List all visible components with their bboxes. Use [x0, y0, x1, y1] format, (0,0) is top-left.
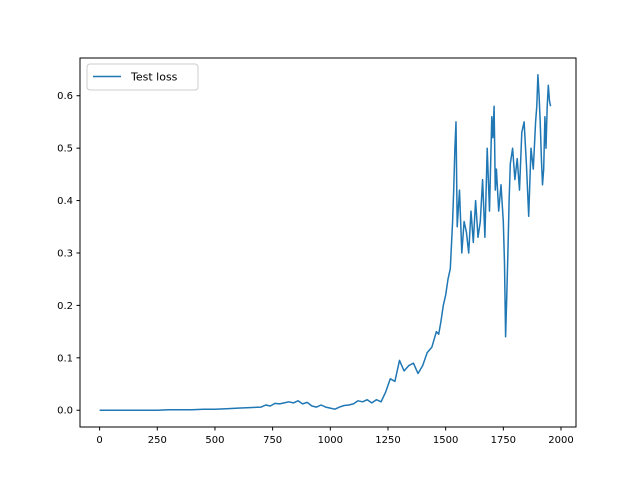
axes-frame: [79, 57, 577, 428]
y-tick-label: 0.0: [57, 406, 73, 417]
y-tick-label: 0.3: [57, 248, 73, 259]
legend-label: Test loss: [130, 71, 178, 84]
y-axis: 0.0 0.1 0.2 0.3 0.4 0.5 0.6: [57, 91, 80, 417]
x-axis: 0 250 500 750 1000 1250 1500 1750 2000: [96, 427, 574, 446]
x-tick-label: 250: [148, 435, 167, 446]
x-tick-label: 1000: [318, 435, 343, 446]
x-tick-label: 0: [96, 435, 102, 446]
y-tick-label: 0.5: [57, 144, 73, 155]
x-tick-label: 1250: [375, 435, 400, 446]
legend-box: [86, 63, 199, 91]
series-line-test-loss: [99, 74, 552, 411]
x-tick-label: 500: [205, 435, 224, 446]
y-tick-label: 0.2: [57, 301, 73, 312]
x-tick-label: 2000: [548, 435, 573, 446]
x-tick-label: 1750: [491, 435, 516, 446]
series-layer: [99, 74, 552, 411]
x-tick-label: 1500: [433, 435, 458, 446]
y-tick-label: 0.1: [57, 353, 73, 364]
x-tick-label: 750: [263, 435, 282, 446]
plot-area: 0 250 500 750 1000 1250 1500 1750 2000 0.0 0.1 0.2…: [57, 57, 577, 446]
y-tick-label: 0.6: [57, 91, 73, 102]
y-tick-label: 0.4: [57, 196, 73, 207]
legend: Test loss: [86, 63, 199, 91]
